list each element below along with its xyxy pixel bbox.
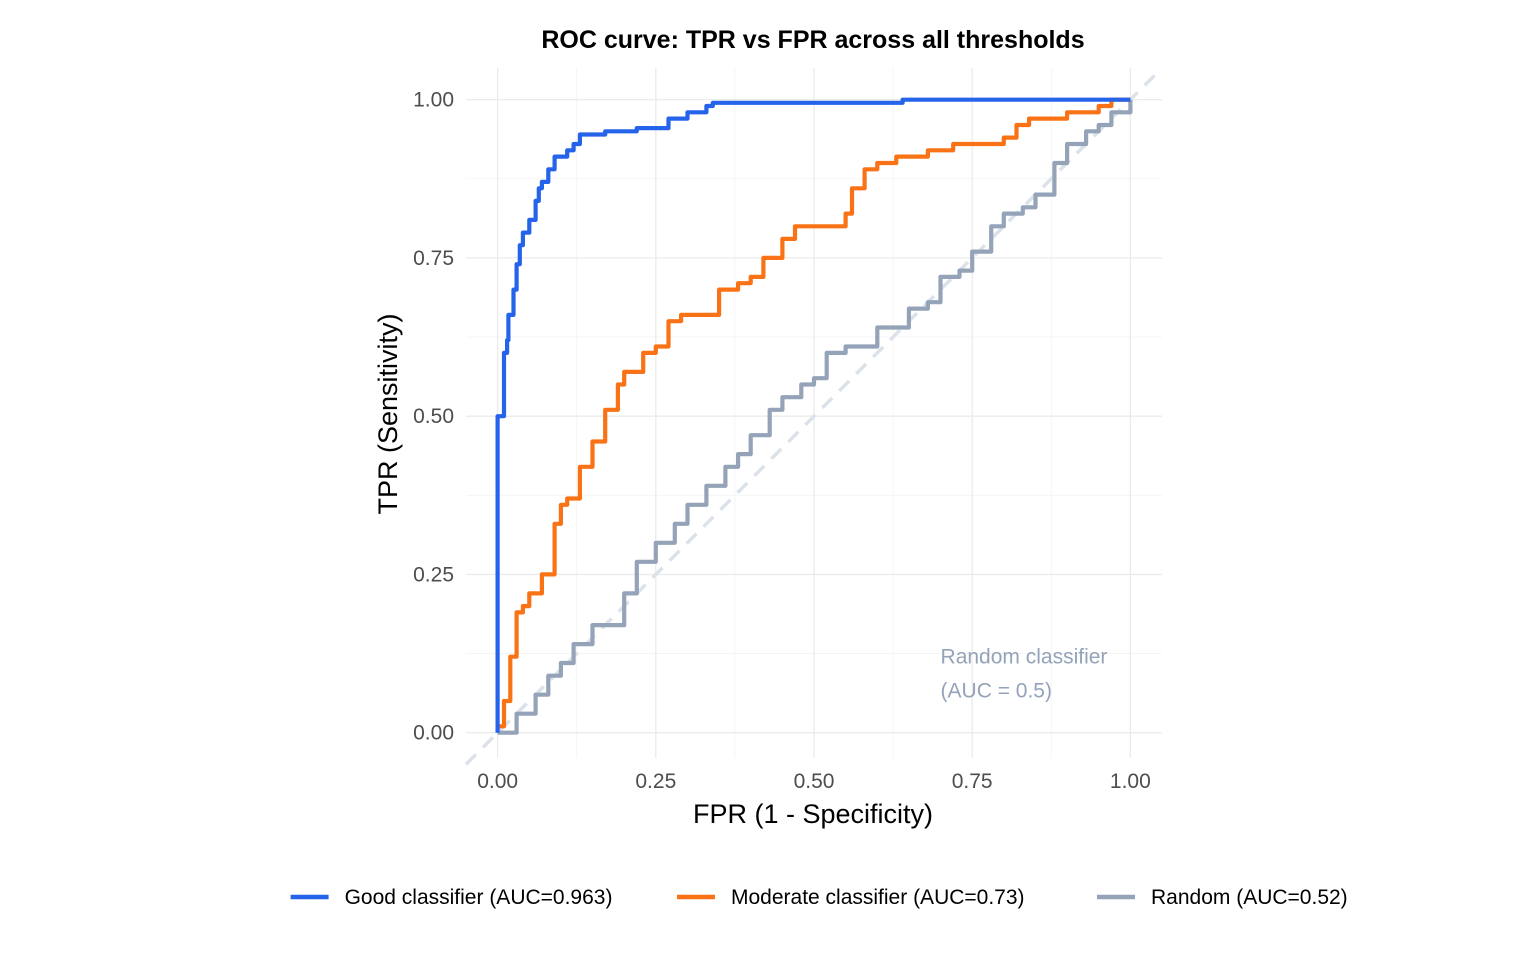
y-tick-label: 0.50: [413, 405, 454, 428]
x-tick-label: 0.75: [952, 770, 993, 793]
x-tick-label: 1.00: [1110, 770, 1151, 793]
x-tick-label: 0.00: [477, 770, 518, 793]
grid-lines: [466, 68, 1162, 758]
y-tick-label: 1.00: [413, 89, 454, 112]
legend-item-good: Good classifier (AUC=0.963): [290, 886, 613, 909]
random-classifier-curve: [497, 99, 1133, 735]
x-tick-label: 0.25: [635, 770, 676, 793]
random-diagonal-line: [464, 73, 1157, 766]
legend: Good classifier (AUC=0.963) Moderate clas…: [290, 886, 1348, 909]
y-tick-label: 0.00: [413, 722, 454, 745]
y-tick-labels: 0.00 0.25 0.50 0.75 1.00: [413, 89, 454, 745]
x-axis-title: FPR (1 - Specificity): [693, 799, 933, 829]
y-axis-title: TPR (Sensitivity): [373, 313, 403, 514]
y-tick-label: 0.25: [413, 563, 454, 586]
legend-item-moderate: Moderate classifier (AUC=0.73): [677, 886, 1025, 909]
random-classifier-annotation: Random classifier (AUC = 0.5): [941, 646, 1108, 703]
x-tick-labels: 0.00 0.25 0.50 0.75 1.00: [477, 770, 1151, 793]
roc-series: [495, 97, 1133, 735]
y-tick-label: 0.75: [413, 247, 454, 270]
legend-item-random: Random (AUC=0.52): [1097, 886, 1348, 909]
x-tick-label: 0.50: [794, 770, 835, 793]
chart-title: ROC curve: TPR vs FPR across all thresho…: [541, 26, 1084, 54]
annotation-line-2: (AUC = 0.5): [941, 680, 1052, 703]
reference-diagonal: [464, 73, 1157, 766]
legend-label-moderate: Moderate classifier (AUC=0.73): [731, 886, 1025, 909]
moderate-classifier-curve: [497, 97, 1131, 729]
legend-label-random: Random (AUC=0.52): [1151, 886, 1348, 909]
good-classifier-curve: [495, 97, 1131, 733]
annotation-line-1: Random classifier: [941, 646, 1108, 669]
legend-label-good: Good classifier (AUC=0.963): [345, 886, 613, 909]
